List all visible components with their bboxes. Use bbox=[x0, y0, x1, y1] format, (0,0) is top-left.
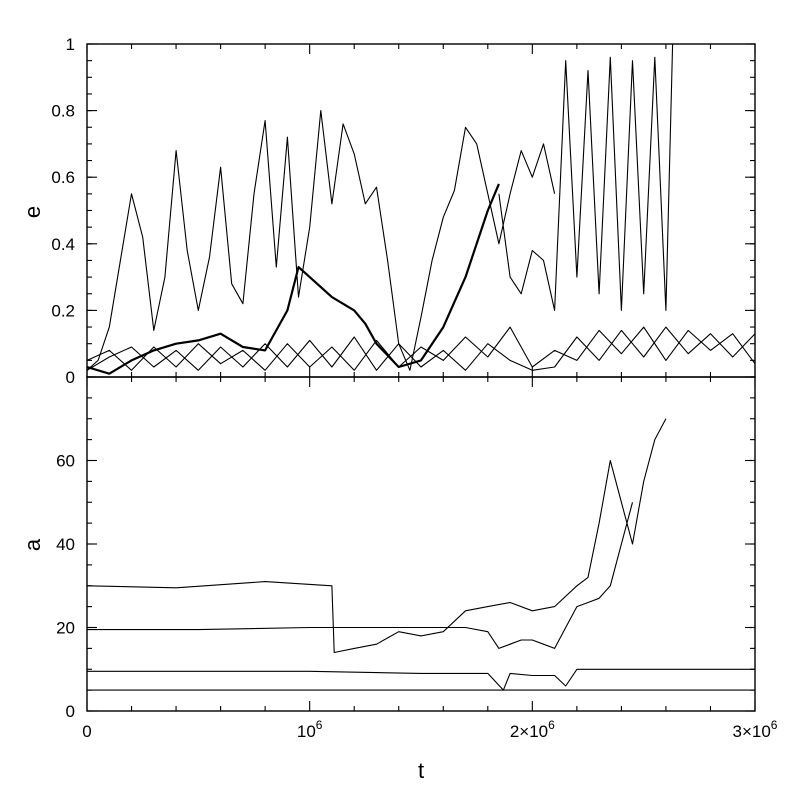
y-tick-label: 0.6 bbox=[51, 168, 75, 187]
y-tick-label: 0.4 bbox=[51, 235, 75, 254]
y-tick-label: 40 bbox=[56, 535, 75, 554]
e-series-line-3 bbox=[498, 43, 674, 311]
e-series-line-1 bbox=[86, 110, 556, 371]
x-axis-label: t bbox=[418, 758, 424, 783]
e-series-line-4 bbox=[86, 326, 756, 371]
e-series-line-5 bbox=[86, 326, 756, 371]
a-series-line-1 bbox=[86, 418, 667, 654]
a-series-line-2 bbox=[87, 502, 634, 649]
e-series-line-2 bbox=[86, 183, 500, 375]
x-tick-label: 3×106 bbox=[733, 718, 778, 741]
top-y-axis-label: e bbox=[20, 206, 45, 218]
y-tick-label: 0.2 bbox=[51, 301, 75, 320]
y-tick-label: 20 bbox=[56, 619, 75, 638]
y-tick-label: 0.8 bbox=[51, 102, 75, 121]
x-tick-label: 0 bbox=[82, 722, 91, 741]
bottom-y-axis-label: a bbox=[20, 538, 45, 551]
y-tick-label: 0 bbox=[66, 702, 75, 721]
a-series-line-3 bbox=[87, 668, 755, 691]
y-tick-label: 60 bbox=[56, 452, 75, 471]
x-tick-label: 2×106 bbox=[510, 718, 555, 741]
y-tick-label: 1 bbox=[66, 35, 75, 54]
top-panel: 0 0.2 0.4 0.6 0.8 1 bbox=[51, 35, 756, 387]
x-tick-label: 106 bbox=[297, 718, 323, 741]
bottom-plot-frame bbox=[86, 376, 756, 712]
top-plot-frame bbox=[86, 43, 756, 378]
bottom-panel: 0 20 40 60 0 106 2×106 3×106 bbox=[56, 376, 778, 741]
y-tick-label: 0 bbox=[66, 368, 75, 387]
